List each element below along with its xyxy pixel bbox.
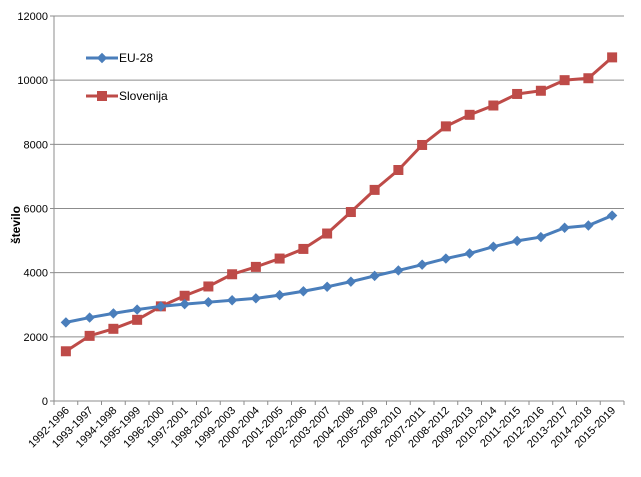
legend-marker <box>97 91 107 101</box>
data-point <box>298 243 309 254</box>
series-slovenija <box>60 52 618 357</box>
data-point <box>559 222 570 233</box>
y-tick-label: 6000 <box>24 204 48 216</box>
data-point <box>84 330 95 341</box>
data-point <box>488 241 499 252</box>
data-point <box>274 289 285 301</box>
data-point <box>583 73 594 84</box>
data-point <box>606 210 618 221</box>
y-tick-label: 10000 <box>17 75 48 87</box>
data-point <box>440 121 451 132</box>
data-point <box>132 314 143 325</box>
data-point <box>108 323 119 334</box>
gridlines <box>54 15 624 338</box>
data-point <box>108 308 119 319</box>
data-point <box>322 228 333 239</box>
data-point <box>274 253 285 264</box>
data-point <box>84 312 95 323</box>
data-point <box>250 293 262 304</box>
data-point <box>131 304 143 315</box>
data-point <box>60 317 72 328</box>
data-point <box>559 75 570 86</box>
data-point <box>535 85 546 96</box>
legend-marker <box>96 52 108 64</box>
data-point <box>369 184 380 195</box>
legend-label: Slovenija <box>119 89 168 103</box>
data-point <box>155 301 167 312</box>
y-tick-label: 0 <box>42 396 48 408</box>
data-point <box>250 261 261 272</box>
data-point <box>583 220 594 231</box>
data-point <box>416 259 428 270</box>
data-point <box>369 270 380 282</box>
data-point <box>227 269 238 280</box>
series-line <box>65 214 613 324</box>
data-point <box>179 298 190 310</box>
y-tick-labels: 0 2000 4000 6000 8000 10000 12000 <box>17 11 48 408</box>
data-point <box>512 88 523 99</box>
y-tick-label: 4000 <box>24 268 48 280</box>
data-point <box>203 281 214 292</box>
data-point <box>417 139 428 150</box>
y-tick-label: 2000 <box>24 332 48 344</box>
y-tick-label: 12000 <box>17 11 48 23</box>
data-point <box>298 286 309 297</box>
data-point <box>607 52 618 63</box>
legend-label: EU-28 <box>119 51 153 65</box>
data-point <box>203 296 214 308</box>
data-point <box>345 276 357 287</box>
data-point <box>464 248 475 259</box>
data-point <box>393 165 404 175</box>
data-point <box>393 265 404 276</box>
data-point <box>345 207 356 218</box>
data-point <box>321 281 333 292</box>
legend-item: EU-28 <box>86 51 153 65</box>
data-point <box>60 346 71 357</box>
axes <box>50 15 625 405</box>
data-point <box>488 100 499 111</box>
data-point <box>226 295 238 306</box>
legend-item: Slovenija <box>86 89 168 103</box>
x-tick-labels: 1992-19961993-19971994-19981995-19991996… <box>26 405 618 451</box>
series-group <box>60 52 618 357</box>
legend: EU-28 Slovenija <box>86 51 168 103</box>
y-axis-label: število <box>9 206 23 244</box>
y-tick-label: 8000 <box>24 139 48 151</box>
series-eu-28 <box>60 210 618 328</box>
data-point <box>535 231 547 243</box>
data-point <box>440 253 452 264</box>
data-point <box>511 235 523 247</box>
data-point <box>464 109 475 120</box>
